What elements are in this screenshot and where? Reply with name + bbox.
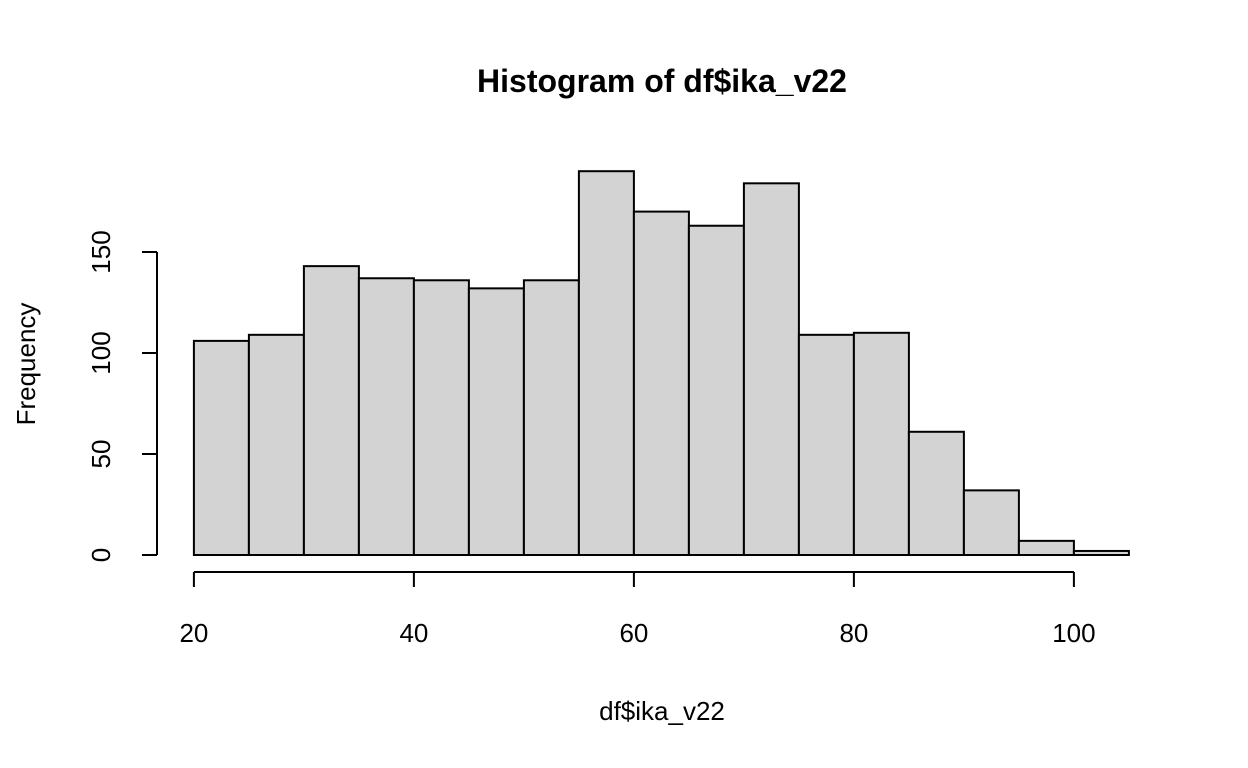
x-tick-label: 100 — [1052, 618, 1095, 648]
histogram-bar — [1017, 539, 1075, 556]
histogram-bar — [742, 182, 800, 556]
histogram-bar — [192, 339, 250, 556]
histogram-bar — [632, 210, 690, 556]
histogram-bars — [192, 170, 1130, 557]
y-tick-label: 100 — [86, 331, 116, 374]
x-tick-label: 80 — [839, 618, 868, 648]
histogram-bar — [577, 170, 635, 556]
chart-title: Histogram of df$ika_v22 — [477, 63, 847, 99]
histogram-bar — [302, 265, 360, 556]
histogram-bar — [357, 277, 415, 556]
y-tick-label: 50 — [86, 440, 116, 469]
histogram-bar — [247, 333, 305, 556]
histogram-bar — [852, 331, 910, 556]
y-tick-label: 0 — [86, 548, 116, 562]
histogram-bar — [1072, 549, 1130, 557]
histogram-bar — [412, 279, 470, 556]
y-tick-label: 150 — [86, 230, 116, 273]
histogram-bar — [522, 279, 580, 556]
x-axis: 20 40 60 80 100 — [179, 571, 1096, 648]
histogram-bar — [962, 489, 1020, 556]
histogram-bar — [797, 333, 855, 556]
x-axis-label: df$ika_v22 — [599, 696, 725, 726]
y-axis: 0 50 100 150 — [86, 230, 158, 562]
x-tick-label: 40 — [399, 618, 428, 648]
histogram-bar — [907, 430, 965, 556]
y-axis-label: Frequency — [11, 303, 41, 426]
histogram-bar — [467, 287, 525, 556]
histogram-bar — [687, 224, 745, 557]
x-tick-label: 20 — [179, 618, 208, 648]
x-tick-label: 60 — [619, 618, 648, 648]
